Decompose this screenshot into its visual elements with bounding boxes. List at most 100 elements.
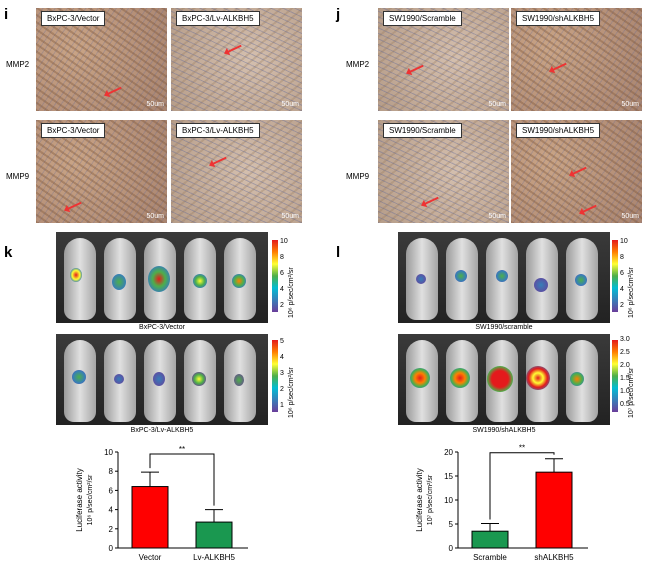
scale-bar: 50um [488, 213, 506, 220]
image-tag: BxPC-3/Vector [41, 123, 106, 138]
scale-tick: 2 [280, 302, 284, 309]
scale-tick: 3 [280, 370, 284, 377]
image-tag: SW1990/shALKBH5 [516, 123, 601, 138]
scale-tick: 1.5 [620, 375, 630, 382]
color-scale-bar [612, 340, 618, 412]
image-caption: SW1990/shALKBH5 [472, 427, 536, 434]
scale-tick: 1.0 [620, 388, 630, 395]
scale-tick: 8 [280, 254, 284, 261]
ihc-image: BxPC-3/Lv-ALKBH5 50um [171, 8, 302, 111]
scale-tick: 5 [280, 338, 284, 345]
ihc-image: SW1990/Scramble 50um [378, 8, 509, 111]
scale-tick: 2 [280, 386, 284, 393]
image-tag: SW1990/Scramble [383, 11, 462, 26]
image-caption: BxPC-3/Lv-ALKBH5 [130, 427, 194, 434]
y-tick-label: 0 [449, 544, 454, 553]
arrow-marker [551, 62, 567, 72]
color-scale-bar [272, 340, 278, 412]
scale-tick: 2 [620, 302, 624, 309]
y-tick-label: 20 [444, 448, 453, 457]
y-tick-label: 6 [109, 486, 114, 495]
scale-tick: 10 [280, 238, 288, 245]
x-tick-label: shALKBH5 [534, 553, 574, 562]
y-tick-label: 5 [449, 520, 454, 529]
bar [535, 471, 573, 549]
scale-bar: 50um [488, 101, 506, 108]
scale-tick: 4 [280, 354, 284, 361]
color-scale-bar [612, 240, 618, 312]
row-label-mmp9: MMP9 [346, 172, 370, 181]
image-tag: BxPC-3/Vector [41, 11, 106, 26]
ivis-image [398, 334, 610, 425]
arrow-marker [226, 44, 242, 54]
ihc-image: BxPC-3/Vector 50um [36, 8, 167, 111]
scale-bar: 50um [281, 101, 299, 108]
significance-label: ** [519, 444, 525, 453]
y-tick-label: 2 [109, 525, 114, 534]
scale-unit: 10⁷ p/sec/cm²/sr [628, 367, 635, 418]
y-tick-label: 4 [109, 506, 114, 515]
arrow-marker [581, 204, 597, 214]
scale-tick: 2.5 [620, 349, 630, 356]
ihc-image: BxPC-3/Vector 50um [36, 120, 167, 223]
scale-tick: 3.0 [620, 336, 630, 343]
y-tick-label: 15 [444, 472, 453, 481]
y-tick-label: 8 [109, 467, 114, 476]
bar [131, 486, 169, 549]
y-axis-label: Luciferase activity [415, 468, 424, 532]
panel-label-j: j [336, 6, 341, 23]
arrow-marker [106, 86, 122, 96]
ivis-image [56, 334, 268, 425]
scale-unit: 10⁶ p/sec/cm²/sr [288, 367, 295, 418]
row-label-mmp2: MMP2 [346, 60, 370, 69]
scale-tick: 6 [280, 270, 284, 277]
scale-bar: 50um [281, 213, 299, 220]
y-tick-label: 10 [444, 496, 453, 505]
scale-tick: 8 [620, 254, 624, 261]
significance-bracket [489, 452, 555, 520]
scale-bar: 50um [146, 213, 164, 220]
image-caption: BxPC-3/Vector [139, 324, 185, 331]
image-caption: SW1990/scramble [475, 324, 533, 331]
ihc-image: BxPC-3/Lv-ALKBH5 50um [171, 120, 302, 223]
ihc-image: SW1990/shALKBH5 50um [511, 8, 642, 111]
y-tick-label: 0 [109, 544, 114, 553]
bar-chart-l: 0 5 10 15 20 Luciferase activity 10⁷ p/sec/cm²… [415, 444, 588, 562]
scale-tick: 1 [280, 402, 284, 409]
ivis-image [398, 232, 610, 323]
y-axis-unit: 10⁶ p/sec/cm²/sr [87, 474, 94, 525]
y-axis-unit: 10⁷ p/sec/cm²/sr [427, 474, 434, 525]
x-tick-label: Vector [139, 553, 162, 562]
y-tick-label: 10 [104, 448, 113, 457]
scale-tick: 0.5 [620, 401, 630, 408]
arrow-marker [408, 64, 424, 74]
y-axis-label: Luciferase activity [75, 468, 84, 532]
panel-label-k: k [4, 244, 13, 261]
image-tag: SW1990/Scramble [383, 123, 462, 138]
scale-unit: 10⁶ p/sec/cm²/sr [288, 267, 295, 318]
arrow-marker [571, 166, 587, 176]
image-tag: BxPC-3/Lv-ALKBH5 [176, 123, 260, 138]
bar [471, 530, 509, 549]
scale-bar: 50um [621, 213, 639, 220]
scale-bar: 50um [146, 101, 164, 108]
scale-tick: 10 [620, 238, 628, 245]
significance-label: ** [179, 445, 185, 454]
x-tick-label: Scramble [473, 553, 507, 562]
scale-tick: 6 [620, 270, 624, 277]
arrow-marker [423, 196, 439, 206]
ivis-image [56, 232, 268, 323]
scale-tick: 4 [620, 286, 624, 293]
arrow-marker [66, 201, 82, 211]
significance-bracket [149, 453, 215, 506]
x-tick-label: Lv-ALKBH5 [193, 553, 235, 562]
ihc-image: SW1990/Scramble 50um [378, 120, 509, 223]
image-tag: BxPC-3/Lv-ALKBH5 [176, 11, 260, 26]
bar-chart-k: 0 2 4 6 8 10 Luciferase activity 10⁶ p/sec/cm²/… [75, 445, 248, 562]
scale-tick: 2.0 [620, 362, 630, 369]
row-label-mmp9: MMP9 [6, 172, 30, 181]
color-scale-bar [272, 240, 278, 312]
panel-label-l: l [336, 244, 341, 261]
scale-tick: 4 [280, 286, 284, 293]
scale-unit: 10⁶ p/sec/cm²/sr [628, 267, 635, 318]
